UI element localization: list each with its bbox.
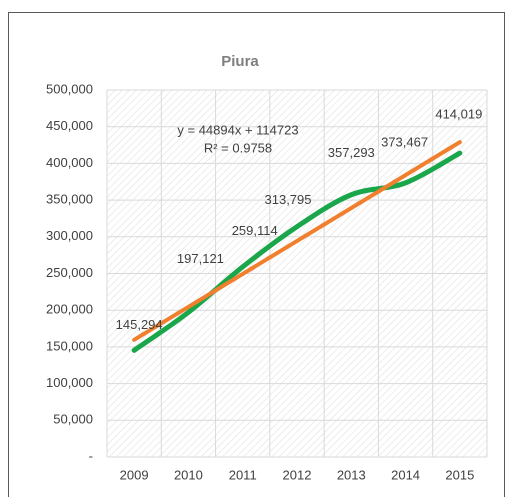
y-tick-label: 200,000 xyxy=(46,302,93,317)
y-tick-label: 50,000 xyxy=(53,412,93,427)
y-tick-label: 100,000 xyxy=(46,375,93,390)
data-label: 145,294 xyxy=(116,317,163,332)
data-label: 259,114 xyxy=(232,223,278,238)
y-tick-label: - xyxy=(89,448,93,463)
chart-title: Piura xyxy=(221,53,259,70)
data-label: 373,467 xyxy=(381,134,428,149)
x-tick-label: 2010 xyxy=(174,467,203,482)
y-tick-label: 500,000 xyxy=(46,81,93,96)
y-tick-label: 250,000 xyxy=(46,265,93,280)
y-tick-label: 450,000 xyxy=(46,118,93,133)
trendline-r2: R² = 0.9758 xyxy=(204,140,272,155)
data-label: 357,293 xyxy=(328,145,375,160)
trendline-equation: y = 44894x + 114723 xyxy=(177,122,298,137)
x-tick-label: 2015 xyxy=(445,467,474,482)
x-tick-label: 2011 xyxy=(229,467,257,482)
x-tick-label: 2009 xyxy=(120,467,149,482)
y-tick-label: 350,000 xyxy=(46,192,93,207)
y-tick-label: 300,000 xyxy=(46,228,93,243)
trendline xyxy=(132,140,462,342)
data-label: 414,019 xyxy=(435,107,482,122)
x-tick-label: 2012 xyxy=(283,467,312,482)
data-label: 197,121 xyxy=(177,251,224,266)
y-tick-label: 400,000 xyxy=(46,155,93,170)
y-tick-label: 150,000 xyxy=(46,338,93,353)
data-line xyxy=(131,150,463,353)
x-tick-label: 2014 xyxy=(391,467,420,482)
x-tick-label: 2013 xyxy=(337,467,366,482)
data-label: 313,795 xyxy=(265,192,312,207)
